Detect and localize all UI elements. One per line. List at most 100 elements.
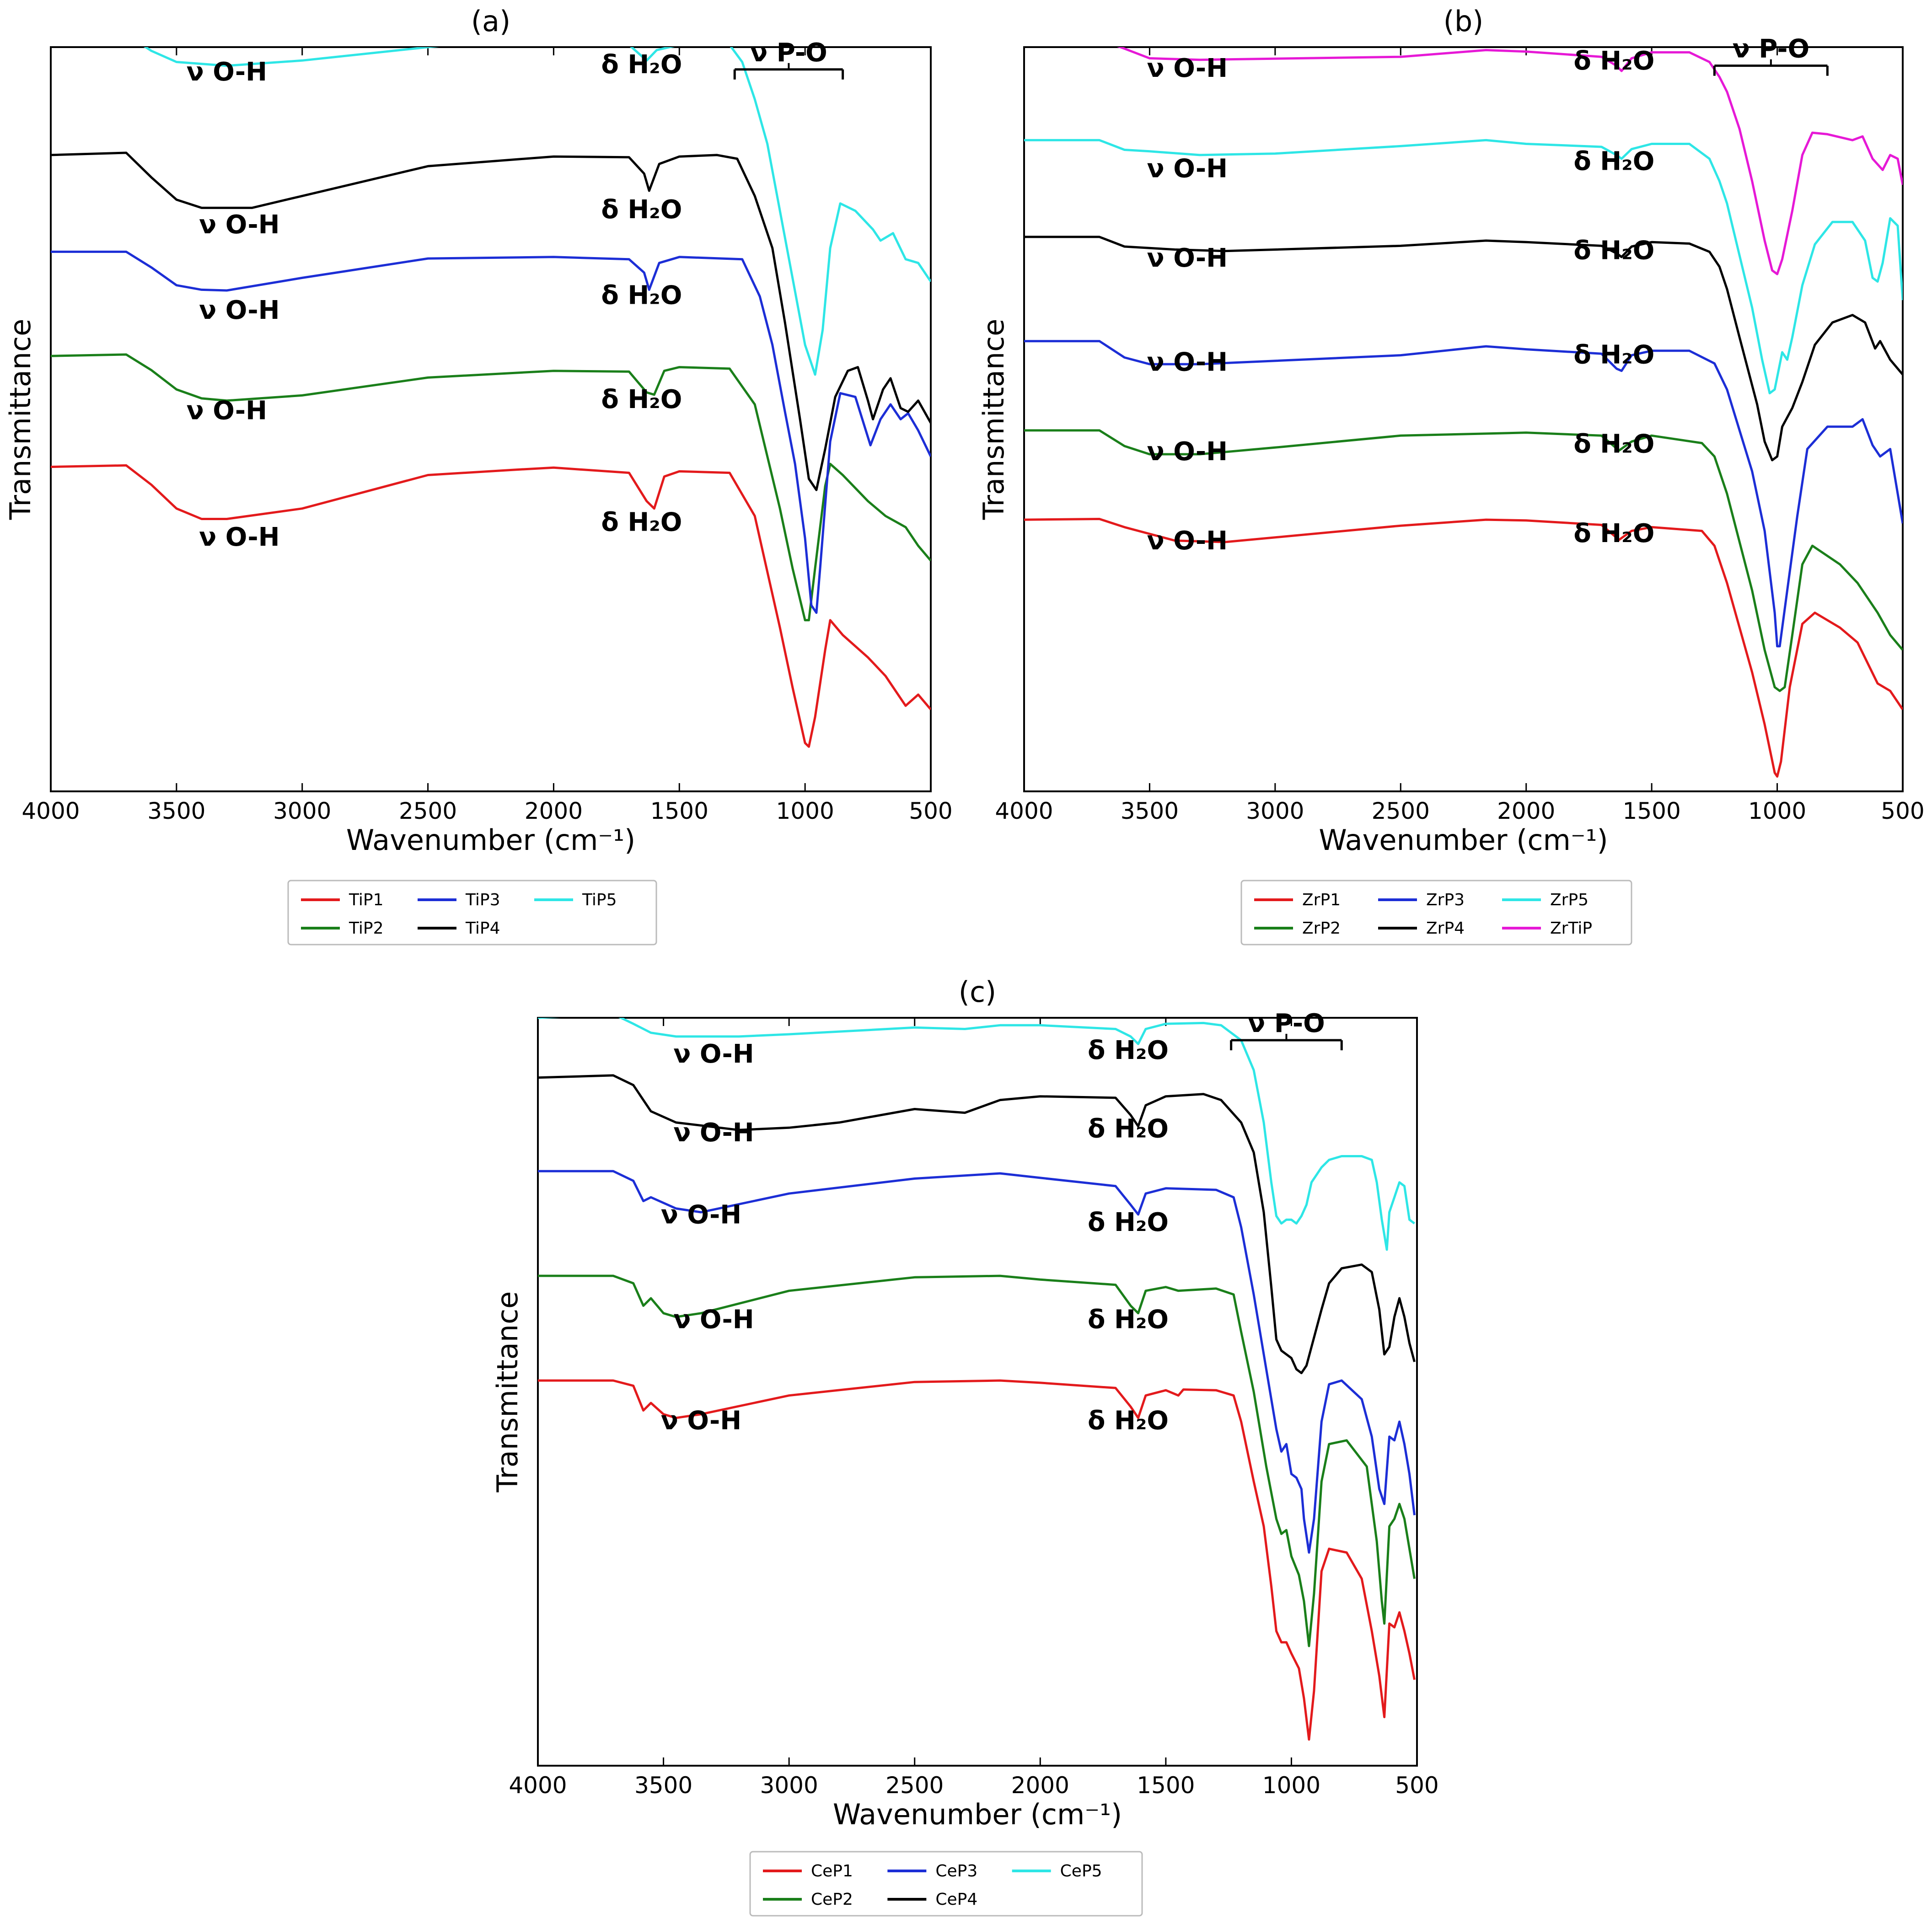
x-tick-label: 1500 bbox=[1623, 798, 1681, 824]
legend-label: CeP3 bbox=[935, 1862, 977, 1881]
annotation-label: ν O-H bbox=[1147, 243, 1228, 273]
legend-label: CeP1 bbox=[811, 1862, 853, 1881]
series-line-CeP5 bbox=[538, 1018, 1415, 1251]
legend-label: CeP2 bbox=[811, 1890, 853, 1909]
annotation-label: ν O-H bbox=[199, 522, 279, 552]
series-line-CeP1 bbox=[538, 1379, 1416, 1741]
legend-label: TiP1 bbox=[349, 891, 384, 909]
annotation-label: ν O-H bbox=[673, 1039, 754, 1069]
x-tick-label: 2500 bbox=[1372, 798, 1430, 824]
y-axis-label: Transmittance bbox=[977, 319, 1010, 521]
chart-panel-a: (a) 4000 3500 3000 2500 2000 1500 1000 500 Wavenu… bbox=[4, 5, 953, 946]
annotation-label: δ H₂O bbox=[1573, 146, 1654, 176]
x-tick-label: 3500 bbox=[147, 798, 205, 824]
x-axis-label: Wavenumber (cm⁻¹) bbox=[833, 1798, 1122, 1831]
legend: ZrP1 ZrP2 ZrP3 ZrP4 ZrP5 ZrTiP bbox=[1240, 880, 1632, 946]
series-line-ZrP4 bbox=[1024, 236, 1903, 462]
x-axis-label: Wavenumber (cm⁻¹) bbox=[346, 823, 635, 857]
series-line-TiP5 bbox=[143, 47, 931, 376]
x-tick-label: 500 bbox=[1395, 1772, 1438, 1799]
plot-frame bbox=[1023, 46, 1904, 792]
annotation-label: ν O-H bbox=[199, 296, 279, 325]
annotation-label: δ H₂O bbox=[1088, 1036, 1169, 1065]
series-line-ZrP3 bbox=[1024, 340, 1903, 648]
legend-box bbox=[749, 1851, 1143, 1917]
legend-label: TiP5 bbox=[582, 891, 617, 909]
y-axis-label: Transmittance bbox=[491, 1291, 524, 1493]
x-tick-label: 3500 bbox=[1121, 798, 1179, 824]
series-line-TiP3 bbox=[51, 250, 931, 614]
annotation-label: ν O-H bbox=[661, 1406, 741, 1435]
x-tick-label: 4000 bbox=[21, 798, 80, 824]
series-line-ZrP5 bbox=[1024, 139, 1903, 395]
x-axis-label: Wavenumber (cm⁻¹) bbox=[1319, 823, 1608, 857]
annotation-label: ν O-H bbox=[1147, 348, 1228, 377]
annotation-label: ν O-H bbox=[673, 1118, 754, 1148]
x-tick-label: 500 bbox=[909, 798, 952, 824]
x-tick-label: 3000 bbox=[1246, 798, 1304, 824]
legend-box bbox=[287, 880, 657, 946]
series-line-ZrP2 bbox=[1024, 429, 1903, 692]
annotation-label: δ H₂O bbox=[1088, 1406, 1169, 1435]
x-tick-label: 2000 bbox=[525, 798, 583, 824]
annotation-label: ν O-H bbox=[199, 210, 279, 240]
series-line-TiP4 bbox=[51, 151, 931, 491]
legend-label: CeP4 bbox=[935, 1890, 977, 1909]
legend-label: TiP4 bbox=[465, 919, 500, 938]
annotation-label: δ H₂O bbox=[601, 385, 682, 414]
series-line-CeP3 bbox=[538, 1170, 1416, 1554]
x-tick-label: 3000 bbox=[760, 1772, 818, 1799]
bracket-p-o: ν P-O bbox=[1713, 34, 1829, 76]
annotation-label: δ H₂O bbox=[1088, 1305, 1169, 1335]
y-axis-label: Transmittance bbox=[4, 319, 37, 521]
annotation-label: δ H₂O bbox=[1088, 1114, 1169, 1144]
series-line-TiP1 bbox=[51, 464, 931, 748]
annotation-label: δ H₂O bbox=[1088, 1208, 1169, 1237]
plot-frame bbox=[50, 46, 932, 792]
annotation-label: δ H₂O bbox=[1573, 236, 1654, 266]
annotation-label: ν O-H bbox=[1147, 437, 1228, 467]
plot-frame bbox=[537, 1017, 1418, 1767]
series-line-TiP2 bbox=[51, 353, 931, 622]
bracket-label: ν P-O bbox=[750, 38, 827, 68]
x-tick-label: 1000 bbox=[1748, 798, 1806, 824]
series-line-CeP4 bbox=[538, 1074, 1416, 1375]
annotation-label: δ H₂O bbox=[601, 508, 682, 537]
legend: CeP1 CeP2 CeP3 CeP4 CeP5 bbox=[749, 1851, 1143, 1917]
bracket-label: ν P-O bbox=[1733, 34, 1810, 64]
x-tick-label: 2000 bbox=[1497, 798, 1555, 824]
x-tick-label: 1500 bbox=[650, 798, 708, 824]
x-tick-label: 1500 bbox=[1137, 1772, 1195, 1799]
x-tick-label: 4000 bbox=[509, 1772, 567, 1799]
x-tick-label: 4000 bbox=[995, 798, 1053, 824]
panel-title: (c) bbox=[959, 975, 996, 1009]
x-tick-label: 3000 bbox=[273, 798, 331, 824]
annotation-label: δ H₂O bbox=[1573, 430, 1654, 459]
x-tick-label: 3500 bbox=[634, 1772, 692, 1799]
legend-label: ZrP1 bbox=[1302, 891, 1341, 909]
bracket-label: ν P-O bbox=[1248, 1009, 1325, 1038]
chart-panel-c: (c) 4000 3500 3000 2500 2000 1500 1000 500 Wavenu… bbox=[491, 975, 1439, 1917]
chart-panel-b: (b) 4000 3500 3000 2500 2000 1500 1000 500 Wavenu… bbox=[977, 5, 1925, 946]
annotation-label: ν O-H bbox=[1147, 154, 1228, 184]
x-tick-label: 2000 bbox=[1011, 1772, 1069, 1799]
series-line-CeP2 bbox=[538, 1274, 1416, 1647]
annotation-label: ν O-H bbox=[661, 1200, 741, 1230]
x-tick-label: 1000 bbox=[776, 798, 834, 824]
annotation-label: ν O-H bbox=[187, 57, 267, 87]
annotation-label: ν O-H bbox=[187, 396, 267, 426]
legend: TiP1 TiP2 TiP3 TiP4 TiP5 bbox=[287, 880, 657, 946]
annotation-label: ν O-H bbox=[673, 1305, 754, 1335]
annotation-label: ν O-H bbox=[1147, 54, 1228, 83]
legend-label: TiP2 bbox=[349, 919, 384, 938]
legend-label: ZrP5 bbox=[1550, 891, 1589, 909]
annotation-label: δ H₂O bbox=[601, 195, 682, 225]
series-line-ZrTiP bbox=[1116, 47, 1903, 275]
panel-title: (b) bbox=[1444, 5, 1484, 38]
legend-label: ZrP4 bbox=[1426, 919, 1465, 938]
annotation-label: ν O-H bbox=[1147, 526, 1228, 556]
legend-label: ZrTiP bbox=[1550, 919, 1592, 938]
legend-label: CeP5 bbox=[1060, 1862, 1102, 1881]
bracket-p-o: ν P-O bbox=[1230, 1009, 1343, 1051]
